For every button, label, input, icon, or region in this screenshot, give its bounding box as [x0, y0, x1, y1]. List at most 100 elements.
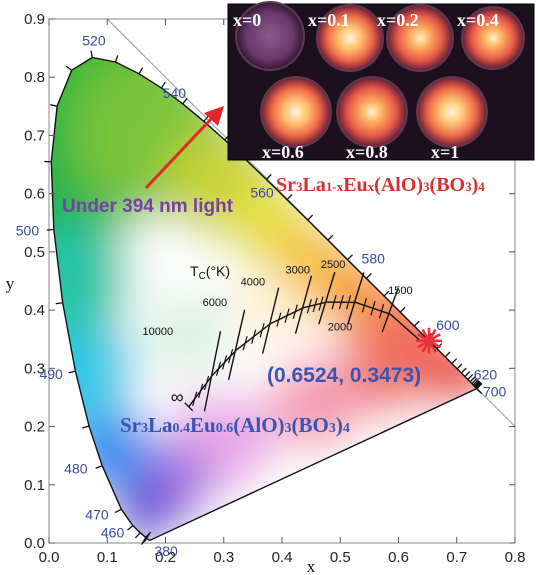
isotherm-line [227, 309, 246, 380]
locus-tick [469, 376, 476, 383]
isotherm-minor-tick [192, 391, 198, 407]
locus-tick [444, 351, 451, 358]
planckian-locus-curve [188, 301, 423, 408]
isotherm-line [203, 330, 222, 412]
isotherm-minor-tick [251, 329, 257, 344]
locus-tick [95, 465, 103, 469]
x-tick-label: 0.0 [39, 549, 60, 566]
y-tick-label: 0.1 [24, 477, 45, 494]
y-tick-label: 0.2 [24, 419, 45, 436]
sample-formula-label: Sr3La0.4Eu0.6(AlO)3(BO3)4 [120, 413, 350, 437]
wavelength-label: 540 [163, 85, 187, 101]
isotherm-minor-tick [318, 296, 324, 311]
locus-tick [473, 380, 480, 387]
y-tick-labels: 0.0 0.1 0.2 0.3 0.4 0.5 0.6 0.7 0.8 0.9 [24, 11, 45, 552]
sample-well [262, 78, 330, 146]
isotherm-minor-tick [379, 304, 385, 319]
wavelength-label: 600 [436, 317, 460, 333]
x-tick-label: 0.6 [388, 549, 409, 566]
isotherm-minor-tick [215, 361, 222, 376]
locus-tick [265, 173, 272, 180]
wavelength-label: 490 [39, 366, 63, 382]
coordinate-label: (0.6524, 0.3473) [267, 364, 421, 387]
tc-label: 4000 [241, 277, 265, 289]
inset-sample-label: x=1 [431, 142, 459, 162]
locus-tick [55, 302, 63, 305]
locus-tick [471, 378, 478, 384]
locus-tick [327, 234, 334, 241]
isotherm-minor-tick [198, 383, 204, 399]
locus-tick [383, 290, 390, 297]
tc-label: 3000 [285, 265, 309, 277]
locus-tick [451, 358, 458, 364]
isotherm-minor-tick [306, 299, 312, 314]
isotherm-minor-tick [221, 355, 228, 370]
y-tick-label: 0.3 [24, 360, 45, 377]
x-tick-label: 0.5 [330, 549, 351, 566]
isotherm-line [318, 271, 336, 325]
color-temperature-labels: 1500 2000 2500 3000 4000 6000 10000 ∞ [143, 259, 413, 407]
y-tick-label: 0.9 [24, 11, 45, 28]
locus-tick [134, 532, 141, 539]
wavelength-label: 520 [82, 33, 106, 49]
locus-tick [472, 379, 479, 386]
tc-label: 2500 [321, 259, 345, 271]
isotherm-minor-tick [345, 295, 352, 310]
locus-tick [464, 371, 471, 378]
locus-tick [307, 214, 314, 221]
tc-label: 6000 [203, 297, 227, 309]
isotherm-line [294, 275, 313, 334]
locus-tick [347, 254, 353, 261]
locus-tick [114, 55, 119, 63]
inset-sample-label: x=0.8 [346, 142, 388, 162]
sample-well [237, 3, 303, 69]
wavelength-label: 500 [16, 223, 40, 239]
isotherm-minor-tick [331, 295, 337, 310]
star-center [424, 335, 435, 346]
x-tick-label: 0.2 [155, 549, 176, 566]
x-tick-label: 0.4 [272, 549, 293, 566]
locus-tick [138, 67, 144, 75]
wavelength-label: 580 [362, 251, 386, 267]
annotation-arrow [144, 106, 224, 190]
isotherm-minor-tick [312, 297, 318, 313]
inset-sample-label: x=0.2 [377, 10, 419, 30]
locus-tick [90, 50, 93, 58]
x-tick-labels: 0.0 0.1 0.2 0.3 0.4 0.5 0.6 0.7 0.8 [39, 549, 526, 566]
locus-tick [456, 363, 463, 370]
locus-tick [82, 425, 90, 429]
isotherm-minor-tick [370, 301, 376, 316]
sample-well [463, 8, 523, 68]
locus-tick [160, 81, 166, 89]
locus-tick [476, 388, 483, 394]
isotherm-lines [184, 271, 399, 412]
locus-tick [467, 374, 474, 380]
locus-tick [476, 383, 483, 389]
locus-tick [114, 508, 122, 514]
wavelength-label: 560 [250, 184, 274, 200]
y-tick-label: 0.7 [24, 127, 45, 144]
isotherm-minor-tick [228, 348, 234, 364]
locus-tick [365, 273, 372, 279]
isotherm-line [184, 402, 194, 412]
locus-tick [203, 115, 209, 122]
locus-tick [68, 370, 76, 374]
isotherm-minor-tick [338, 295, 344, 310]
sample-well [388, 6, 452, 70]
wavelength-label: 620 [474, 367, 498, 383]
isotherm-line [347, 272, 365, 325]
wavelength-label: 700 [483, 384, 507, 400]
y-tick-label: 0.4 [24, 302, 45, 319]
spectral-locus-ticks [44, 50, 483, 545]
locus-tick [286, 194, 293, 201]
locus-tick [182, 97, 188, 105]
isotherm-minor-tick [259, 323, 265, 338]
inset-sample-label: x=0.6 [262, 142, 304, 162]
isotherm-minor-tick [361, 298, 367, 313]
wavelength-label: 460 [101, 525, 125, 541]
x-tick-label: 0.1 [97, 549, 118, 566]
isotherm-line [261, 287, 280, 354]
inset-sample-label: x=0.4 [457, 10, 499, 30]
